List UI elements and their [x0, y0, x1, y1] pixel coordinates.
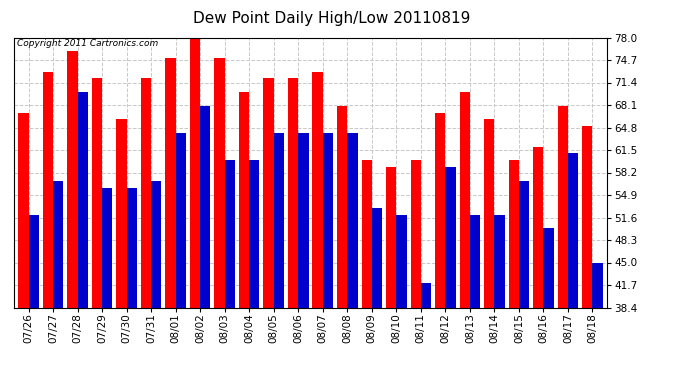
Bar	[176, 133, 186, 308]
Bar	[347, 133, 357, 308]
Bar	[445, 167, 455, 308]
Text: Copyright 2011 Cartronics.com: Copyright 2011 Cartronics.com	[17, 39, 158, 48]
Bar	[264, 78, 274, 308]
Bar	[582, 126, 593, 308]
Bar	[558, 106, 568, 308]
Bar	[200, 106, 210, 308]
Bar	[239, 92, 249, 308]
Bar	[102, 188, 112, 308]
Bar	[288, 78, 298, 308]
Bar	[470, 215, 480, 308]
Bar	[568, 153, 578, 308]
Bar	[18, 112, 28, 308]
Bar	[411, 160, 421, 308]
Bar	[67, 51, 77, 308]
Bar	[274, 133, 284, 308]
Bar	[533, 147, 544, 308]
Bar	[386, 167, 396, 308]
Bar	[544, 228, 554, 308]
Bar	[421, 283, 431, 308]
Bar	[53, 181, 63, 308]
Bar	[337, 106, 347, 308]
Bar	[117, 119, 126, 308]
Bar	[141, 78, 151, 308]
Bar	[313, 72, 323, 308]
Bar	[190, 31, 200, 308]
Bar	[509, 160, 519, 308]
Bar	[43, 72, 53, 308]
Bar	[435, 112, 445, 308]
Bar	[495, 215, 504, 308]
Bar	[362, 160, 372, 308]
Bar	[298, 133, 308, 308]
Bar	[92, 78, 102, 308]
Bar	[519, 181, 529, 308]
Bar	[166, 58, 176, 308]
Bar	[372, 208, 382, 308]
Bar	[215, 58, 225, 308]
Bar	[28, 215, 39, 308]
Bar	[460, 92, 470, 308]
Text: Dew Point Daily High/Low 20110819: Dew Point Daily High/Low 20110819	[193, 11, 470, 26]
Bar	[323, 133, 333, 308]
Bar	[484, 119, 495, 308]
Bar	[593, 262, 603, 308]
Bar	[126, 188, 137, 308]
Bar	[77, 92, 88, 308]
Bar	[151, 181, 161, 308]
Bar	[396, 215, 406, 308]
Bar	[225, 160, 235, 308]
Bar	[249, 160, 259, 308]
